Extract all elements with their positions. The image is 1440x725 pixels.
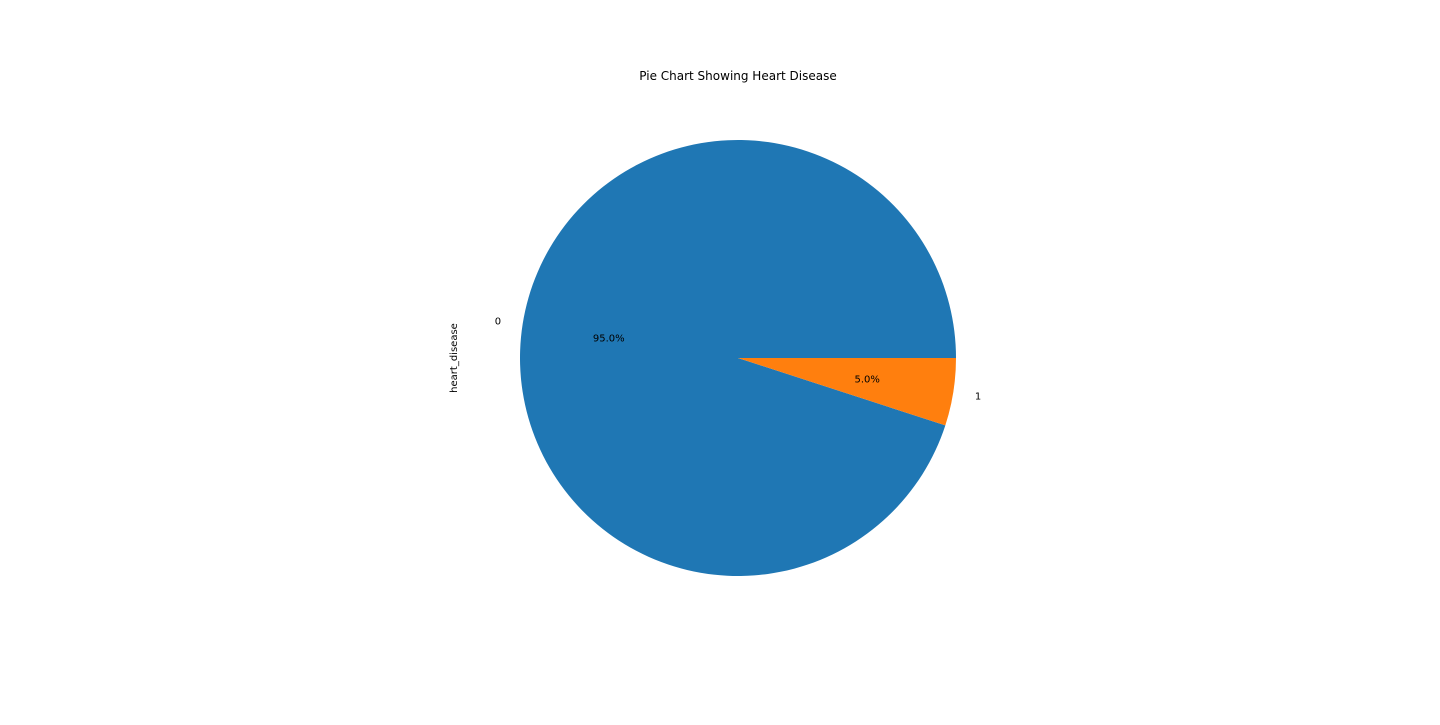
pie-labels: 0 95.0% 1 5.0% [495, 316, 981, 402]
y-axis-label: heart_disease [449, 323, 460, 393]
pie-slices [519, 139, 956, 576]
slice-percentage-label: 95.0% [593, 334, 625, 345]
slice-percentage-label: 5.0% [854, 374, 879, 385]
pie-slice-0 [519, 139, 956, 576]
slice-category-label: 0 [495, 316, 501, 327]
chart-title: Pie Chart Showing Heart Disease [639, 69, 836, 83]
slice-category-label: 1 [975, 392, 981, 403]
pie-slice-1 [738, 358, 956, 426]
